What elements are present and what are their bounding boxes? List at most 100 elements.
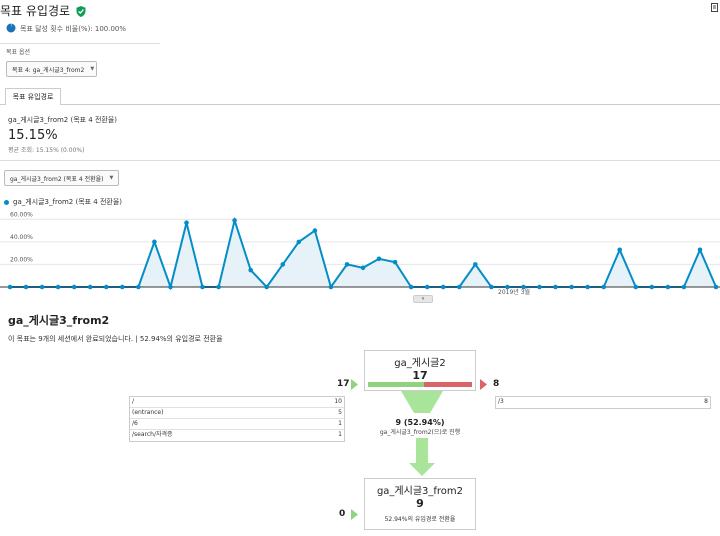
goal-select[interactable]: 목표 4: ga_게시글3_from2 ▼ xyxy=(6,61,97,77)
step-name: ga_게시글3_from2 xyxy=(376,486,464,497)
data-point[interactable] xyxy=(120,284,125,290)
page-title: 목표 유입경로 xyxy=(0,2,86,20)
goal-options-label: 목표 옵션 xyxy=(6,49,30,56)
step-count: 17 xyxy=(412,369,428,382)
funnel-heading: ga_게시글3_from2 xyxy=(8,314,110,327)
data-point[interactable] xyxy=(521,284,526,290)
data-point[interactable] xyxy=(537,284,542,290)
tab-divider xyxy=(0,104,720,105)
data-point[interactable] xyxy=(7,284,13,290)
data-point[interactable] xyxy=(184,220,189,225)
data-point[interactable] xyxy=(312,228,318,233)
area-fill xyxy=(10,220,716,287)
caret-down-icon: ▼ xyxy=(90,66,95,72)
data-point[interactable] xyxy=(200,284,205,290)
data-point[interactable] xyxy=(152,239,157,245)
goal-select-value: 목표 4: ga_게시글3_from2 xyxy=(12,66,85,74)
exit-arrow-icon xyxy=(480,379,487,390)
data-point[interactable] xyxy=(55,284,61,290)
funnel-step-2[interactable]: ga_게시글3_from2 9 52.94%의 유입경로 전환율 xyxy=(364,478,476,530)
x-tick-label: 2019년 3월 xyxy=(498,288,530,296)
source-path: /6 xyxy=(132,420,138,427)
data-point[interactable] xyxy=(280,262,286,267)
shield-check-icon xyxy=(76,6,86,20)
data-point[interactable] xyxy=(296,239,302,245)
data-point[interactable] xyxy=(344,262,350,267)
data-point[interactable] xyxy=(136,284,141,290)
data-point[interactable] xyxy=(248,267,253,273)
data-point[interactable] xyxy=(633,284,639,290)
flow-connector xyxy=(416,438,428,463)
data-point[interactable] xyxy=(697,247,703,253)
metric-average: 평균 조회: 15.15% (0.00%) xyxy=(8,147,85,154)
table-row[interactable]: / 10 xyxy=(130,397,344,408)
data-point[interactable] xyxy=(392,259,398,265)
flow-funnel-shape xyxy=(401,391,443,413)
goal-completion-rate-text: 목표 달성 횟수 비율(%): 100.00% xyxy=(20,25,127,33)
entry-arrow-icon xyxy=(351,509,358,520)
flow-description: ga_게시글3_from2(으)로 진행 xyxy=(379,429,461,436)
table-row[interactable]: /3 8 xyxy=(496,397,710,408)
data-point[interactable] xyxy=(505,284,510,290)
step1-exits: 8 xyxy=(493,379,500,389)
data-point[interactable] xyxy=(440,284,446,290)
exit-pages-table: /3 8 xyxy=(495,396,711,409)
data-point[interactable] xyxy=(457,284,462,290)
data-point[interactable] xyxy=(376,256,382,262)
data-point[interactable] xyxy=(617,247,622,253)
data-point[interactable] xyxy=(473,262,478,267)
data-point[interactable] xyxy=(489,284,494,290)
data-point[interactable] xyxy=(71,284,77,290)
source-path: (entrance) xyxy=(132,409,164,416)
data-point[interactable] xyxy=(713,284,719,290)
data-point[interactable] xyxy=(216,284,221,290)
data-point[interactable] xyxy=(424,284,430,290)
tab-goal-funnel-label: 목표 유입경로 xyxy=(12,93,54,101)
step-conversion-rate: 52.94%의 유입경로 전환율 xyxy=(384,516,456,523)
step1-entries: 17 xyxy=(337,379,350,389)
data-point[interactable] xyxy=(665,284,671,290)
chart-metric-select[interactable]: ga_게시글3_from2 (목표 4 전환율) ▼ xyxy=(4,170,119,186)
page-title-text: 목표 유입경로 xyxy=(0,4,71,18)
data-point[interactable] xyxy=(232,218,237,223)
data-point[interactable] xyxy=(168,284,173,290)
data-point[interactable] xyxy=(553,284,558,290)
flow-label: 9 (52.94%) ga_게시글3_from2(으)로 진행 xyxy=(360,418,480,436)
data-point[interactable] xyxy=(681,284,687,290)
divider xyxy=(0,160,720,161)
table-row[interactable]: (entrance) 5 xyxy=(130,408,344,419)
source-path: / xyxy=(132,398,135,405)
data-point[interactable] xyxy=(87,284,93,290)
data-point[interactable] xyxy=(360,265,366,271)
data-point[interactable] xyxy=(585,284,590,290)
data-point[interactable] xyxy=(264,284,270,290)
source-count: 1 xyxy=(338,431,342,438)
data-point[interactable] xyxy=(601,284,606,290)
source-count: 5 xyxy=(338,409,342,416)
data-point[interactable] xyxy=(23,284,29,290)
data-point[interactable] xyxy=(408,284,414,290)
pie-chart-icon xyxy=(6,23,16,35)
data-point[interactable] xyxy=(328,284,334,290)
chart-scroll-handle[interactable]: ▾ xyxy=(413,295,433,303)
metric-value: 15.15% xyxy=(8,128,58,143)
entry-arrow-icon xyxy=(351,379,358,390)
exit-count: 8 xyxy=(704,398,708,405)
funnel-step-1[interactable]: ga_게시글2 17 xyxy=(364,350,476,391)
tab-goal-funnel[interactable]: 목표 유입경로 xyxy=(5,88,61,105)
y-tick-label: 60.00% xyxy=(10,211,33,218)
data-point[interactable] xyxy=(569,284,574,290)
page-icon[interactable] xyxy=(711,3,718,15)
legend-marker xyxy=(4,199,9,205)
step2-entries: 0 xyxy=(339,509,346,519)
table-row[interactable]: /6 1 xyxy=(130,419,344,430)
data-point[interactable] xyxy=(39,284,45,290)
table-row[interactable]: /search/자격증 1 xyxy=(130,430,344,441)
caret-down-icon: ▼ xyxy=(109,175,114,181)
data-point[interactable] xyxy=(649,284,655,290)
conversion-rate-chart: 60.00% 40.00% 20.00% 2019년 3월 xyxy=(0,211,720,296)
step-count: 9 xyxy=(416,497,424,510)
data-point[interactable] xyxy=(104,284,109,290)
source-count: 10 xyxy=(334,398,342,405)
source-count: 1 xyxy=(338,420,342,427)
